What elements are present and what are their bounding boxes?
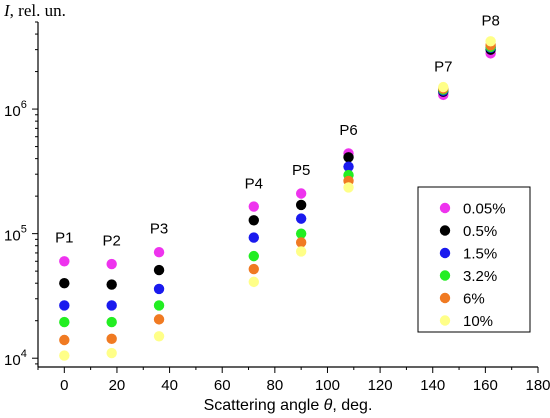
- data-point: [485, 36, 496, 47]
- data-point: [59, 300, 70, 311]
- data-point: [153, 246, 165, 258]
- legend-marker: [439, 315, 451, 326]
- x-tick-label: 80: [266, 377, 283, 394]
- y-tick-base: 10: [4, 228, 21, 245]
- point-label: P6: [339, 122, 357, 139]
- data-point: [295, 213, 307, 224]
- data-point: [295, 228, 307, 239]
- legend-box: [417, 186, 531, 333]
- legend-marker: [439, 202, 451, 214]
- data-point: [106, 347, 117, 359]
- data-point: [295, 199, 307, 211]
- y-tick-label: 104: [4, 348, 27, 369]
- x-axis-text: Scattering angle: [204, 397, 324, 414]
- data-points: [59, 36, 496, 361]
- legend-label: 1.5%: [463, 246, 497, 263]
- x-tick-label: 40: [161, 377, 178, 394]
- legend: 0.05% 0.5% 1.5% 3.2% 6% 10%: [417, 186, 531, 333]
- data-point: [248, 232, 259, 243]
- x-tick-label: 20: [109, 377, 126, 394]
- legend-marker: [439, 270, 451, 281]
- x-tick-label: 60: [214, 377, 231, 394]
- data-point: [343, 182, 354, 193]
- x-tick-label: 180: [525, 377, 550, 394]
- x-tick-label: 0: [60, 377, 68, 394]
- x-axis-title: Scattering angle θ, deg.: [204, 397, 373, 414]
- data-point: [248, 250, 259, 262]
- data-point: [153, 314, 165, 325]
- data-point: [248, 215, 259, 226]
- data-point: [153, 264, 165, 276]
- x-axis-symbol: θ: [324, 397, 333, 414]
- data-point: [59, 278, 70, 289]
- y-tick-base: 10: [4, 103, 21, 120]
- point-label: P8: [481, 12, 499, 29]
- x-tick-label: 120: [368, 377, 393, 394]
- y-axis-title: I, rel. un.: [3, 1, 66, 20]
- y-tick-exponent: 4: [21, 348, 27, 360]
- data-point: [106, 300, 117, 311]
- point-label: P2: [103, 233, 121, 250]
- y-axis-symbol: I: [3, 1, 11, 20]
- x-tick-label: 140: [420, 377, 445, 394]
- y-tick-label: 106: [4, 99, 27, 120]
- data-point: [59, 350, 70, 361]
- legend-marker: [439, 247, 451, 259]
- data-point: [153, 331, 165, 342]
- data-point: [295, 188, 307, 199]
- point-labels: P1 P2 P3 P4 P5 P6 P7 P8: [55, 12, 500, 249]
- legend-label: 6%: [463, 291, 485, 308]
- legend-marker: [439, 225, 451, 236]
- data-point: [153, 300, 165, 311]
- x-tick-label: 100: [315, 377, 340, 394]
- data-point: [295, 246, 307, 257]
- axes: [37, 22, 538, 368]
- data-point: [153, 283, 165, 295]
- point-label: P5: [292, 162, 310, 179]
- point-label: P1: [55, 229, 73, 246]
- legend-label: 3.2%: [463, 268, 497, 285]
- data-point: [438, 81, 449, 93]
- data-point: [106, 258, 117, 270]
- x-ticks: 0 20 40 60 80 100 120 140 160 180: [37, 367, 550, 394]
- x-tick-label: 160: [473, 377, 498, 394]
- legend-label: 0.5%: [463, 223, 497, 240]
- data-point: [106, 333, 117, 345]
- y-axis-unit: , rel. un.: [10, 1, 66, 20]
- data-point: [59, 334, 70, 346]
- y-tick-exponent: 6: [21, 99, 27, 111]
- legend-label: 0.05%: [463, 201, 506, 218]
- x-axis-unit: , deg.: [332, 397, 372, 414]
- data-point: [106, 279, 117, 290]
- y-tick-exponent: 5: [21, 224, 27, 236]
- data-point: [343, 152, 354, 163]
- data-point: [248, 276, 259, 288]
- y-tick-base: 10: [4, 352, 21, 369]
- legend-label: 10%: [463, 313, 493, 330]
- y-tick-label: 105: [4, 224, 27, 245]
- data-point: [295, 237, 307, 248]
- data-point: [248, 263, 259, 275]
- point-label: P4: [245, 176, 263, 193]
- point-label: P3: [150, 221, 168, 238]
- data-point: [248, 201, 259, 212]
- point-label: P7: [434, 59, 452, 76]
- data-point: [59, 256, 70, 267]
- legend-marker: [439, 292, 451, 304]
- data-point: [343, 161, 354, 172]
- data-point: [106, 316, 117, 328]
- data-point: [59, 316, 70, 328]
